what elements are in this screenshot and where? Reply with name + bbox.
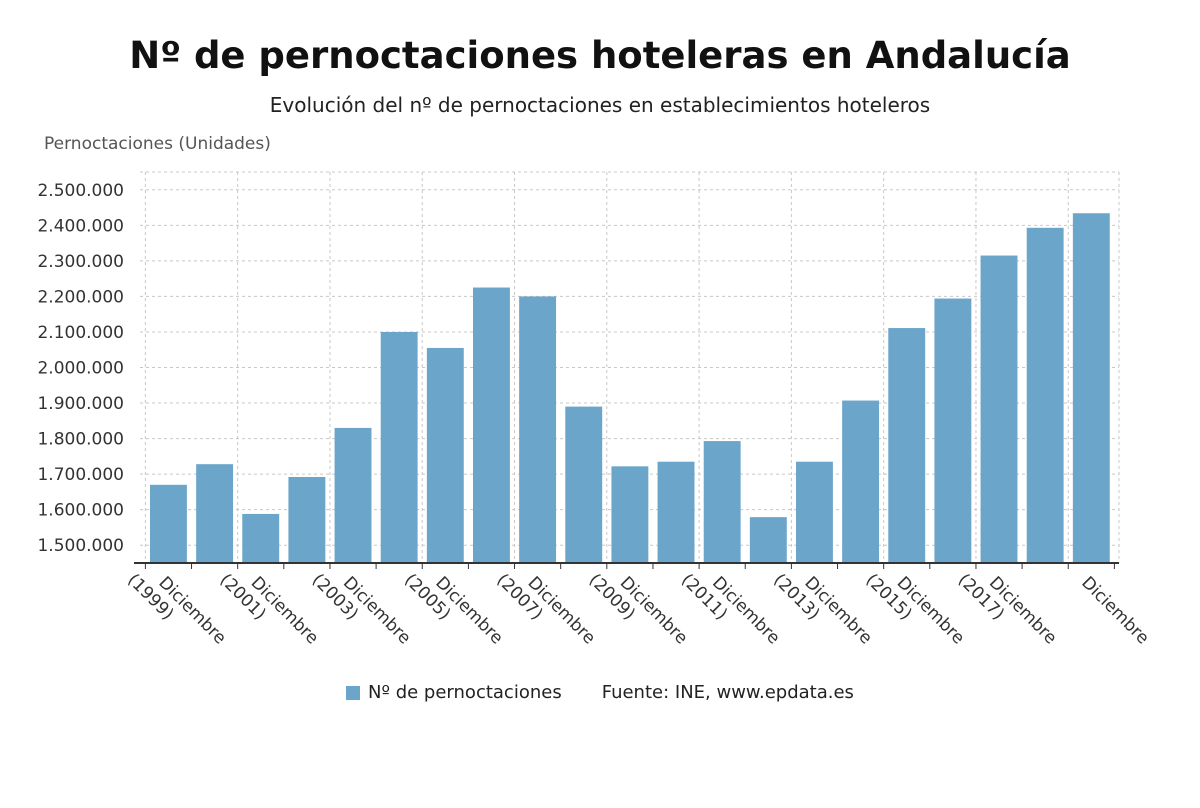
- bar: [796, 461, 833, 563]
- x-tick-label: Diciembre(2011): [677, 570, 784, 648]
- bar-chart: 1.500.000 1.600.000 1.700.000 1.800.000 1.90…: [37, 171, 1153, 649]
- bar: [334, 427, 372, 563]
- bar: [242, 513, 280, 563]
- y-tick-label: 1.700.000: [37, 465, 124, 485]
- x-tick-label: Diciembre(2013): [769, 570, 876, 648]
- bar: [288, 476, 326, 563]
- x-tick-label: Diciembre(2001): [216, 570, 323, 648]
- bar: [611, 466, 649, 563]
- legend: Nº de pernoctaciones Fuente: INE, www.ep…: [0, 682, 1200, 703]
- x-tick-label: Diciembre(2017): [954, 570, 1061, 648]
- bar: [1072, 213, 1110, 563]
- y-tick-label: 1.500.000: [37, 536, 124, 556]
- bar: [657, 461, 695, 563]
- y-tick-label: 2.300.000: [37, 252, 124, 272]
- bar: [888, 328, 926, 563]
- x-tick-label-line1: Diciembre: [1077, 573, 1153, 649]
- x-tick-label: Diciembre(2009): [585, 570, 692, 648]
- x-tick-label: Diciembre: [1077, 573, 1153, 649]
- bar: [934, 298, 972, 563]
- y-tick-label: 1.600.000: [37, 501, 124, 521]
- bar: [980, 255, 1018, 564]
- y-tick-label: 2.400.000: [37, 216, 124, 236]
- x-tick-label: Diciembre(2003): [308, 570, 415, 648]
- bar: [749, 517, 787, 563]
- bar: [703, 441, 741, 563]
- y-tick-label: 1.900.000: [37, 394, 124, 414]
- chart-title: Nº de pernoctaciones hoteleras en Andalu…: [129, 34, 1071, 77]
- bar: [842, 400, 880, 563]
- y-tick-label: 2.500.000: [37, 181, 124, 201]
- x-tick-label: Diciembre(1999): [123, 570, 230, 648]
- chart-subtitle: Evolución del nº de pernoctaciones en es…: [269, 93, 931, 117]
- y-axis-label: Pernoctaciones (Unidades): [44, 134, 271, 154]
- bar: [473, 287, 510, 563]
- y-tick-label: 2.100.000: [37, 323, 124, 343]
- bar: [1026, 227, 1064, 563]
- x-tick-label: Diciembre(2007): [492, 570, 599, 648]
- y-tick-label: 1.800.000: [37, 430, 124, 450]
- bar: [519, 296, 557, 563]
- bar: [150, 484, 187, 563]
- legend-swatch: [346, 685, 361, 700]
- y-tick-label: 2.200.000: [37, 287, 124, 307]
- bar: [565, 406, 603, 563]
- x-tick-label: Diciembre(2005): [400, 570, 507, 648]
- source-note: Fuente: INE, www.epdata.es: [601, 682, 854, 703]
- bar: [426, 347, 464, 563]
- x-tick-label: Diciembre(2015): [862, 570, 969, 648]
- y-tick-label: 2.000.000: [37, 359, 124, 379]
- bar: [380, 331, 418, 563]
- bar: [196, 464, 234, 563]
- legend-series-label: Nº de pernoctaciones: [368, 682, 562, 703]
